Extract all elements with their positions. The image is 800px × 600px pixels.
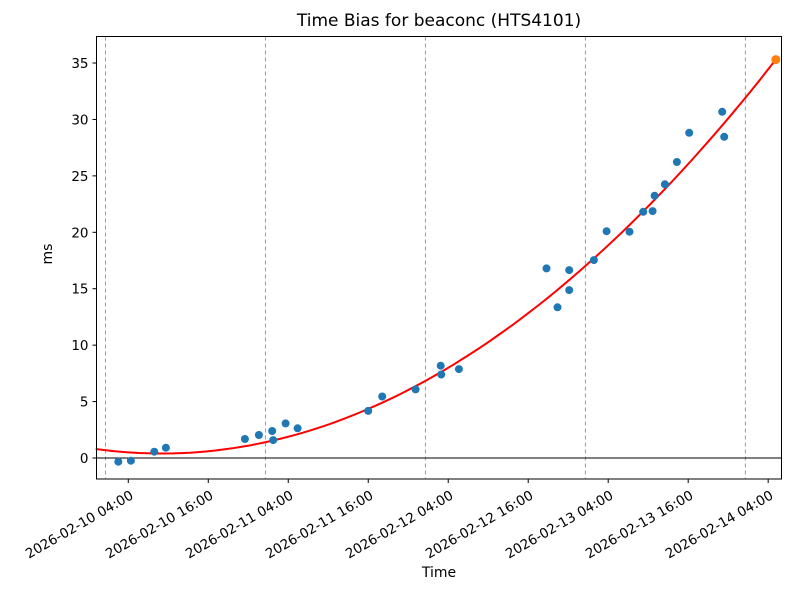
axes-frame [96, 36, 782, 480]
data-point [411, 385, 420, 394]
data-point [240, 435, 249, 443]
data-point [114, 457, 123, 466]
y-axis-label: ms [40, 243, 56, 265]
data-point [672, 158, 681, 166]
prediction-point [771, 55, 781, 65]
y-tick-label: 35 [71, 56, 88, 72]
data-point [269, 436, 278, 445]
y-tick-label: 20 [71, 225, 88, 241]
y-tick-label: 15 [71, 282, 88, 298]
y-tick-label: 10 [71, 338, 88, 354]
data-point [718, 107, 727, 116]
data-point [437, 370, 446, 379]
x-axis-label: Time [421, 565, 457, 581]
data-point [565, 286, 574, 295]
data-point [436, 361, 445, 370]
data-point [268, 427, 277, 435]
data-point [720, 132, 729, 141]
data-point [650, 191, 659, 200]
data-point [150, 447, 159, 456]
data-point [553, 303, 562, 312]
data-point [161, 443, 170, 452]
data-point [454, 365, 463, 374]
data-point [378, 392, 387, 401]
data-point [281, 419, 290, 428]
data-point [602, 227, 611, 236]
y-tick-label: 30 [71, 112, 88, 128]
data-point [589, 256, 598, 265]
data-point [685, 128, 694, 137]
chart-title: Time Bias for beaconc (HTS4101) [296, 11, 582, 31]
y-tick-label: 25 [71, 169, 88, 185]
data-point [660, 180, 669, 189]
data-point [625, 227, 634, 236]
data-point [364, 406, 373, 415]
data-point [639, 207, 648, 216]
data-point [293, 424, 302, 433]
data-point [126, 456, 135, 465]
fit-line [95, 58, 777, 455]
data-point [648, 207, 657, 216]
data-point [254, 431, 263, 439]
y-tick-label: 0 [80, 451, 89, 467]
data-point [565, 266, 574, 275]
y-tick-label: 5 [80, 395, 89, 411]
data-point [542, 264, 551, 273]
